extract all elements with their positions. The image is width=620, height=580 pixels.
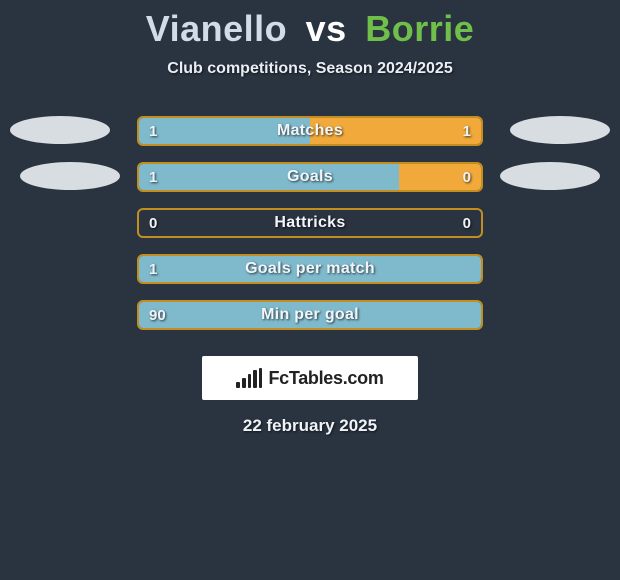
stat-value-right [461, 302, 481, 328]
stat-row: Hattricks0 0 [0, 200, 620, 246]
player1-name: Vianello [146, 8, 287, 49]
stat-label: Goals [139, 164, 481, 190]
stat-label: Min per goal [139, 302, 481, 328]
stats-container: Matches11Goals10Hattricks00Goals per mat… [0, 108, 620, 338]
subtitle: Club competitions, Season 2024/2025 [0, 60, 620, 78]
stat-value-left: 0 [139, 210, 167, 236]
placeholder-ellipse [510, 116, 610, 144]
stat-bar: Min per goal90 [137, 300, 483, 330]
vs-text: vs [306, 8, 347, 49]
placeholder-ellipse [500, 162, 600, 190]
stat-value-left: 90 [139, 302, 176, 328]
stat-value-left: 1 [139, 164, 167, 190]
stat-label: Matches [139, 118, 481, 144]
stat-value-right [461, 256, 481, 282]
player2-name: Borrie [365, 8, 474, 49]
stat-label: Goals per match [139, 256, 481, 282]
stat-row: Min per goal90 [0, 292, 620, 338]
stat-bar: Hattricks0 0 [137, 208, 483, 238]
stat-value-right: 0 [453, 164, 481, 190]
barchart-icon [236, 368, 262, 388]
stat-value-right: 1 [453, 118, 481, 144]
date-text: 22 february 2025 [0, 416, 620, 436]
placeholder-ellipse [10, 116, 110, 144]
stat-value-left: 1 [139, 256, 167, 282]
page-title: Vianello vs Borrie [0, 0, 620, 50]
stat-row: Goals per match1 [0, 246, 620, 292]
stat-label: Hattricks [139, 210, 481, 236]
stat-bar: Matches1 1 [137, 116, 483, 146]
placeholder-ellipse [20, 162, 120, 190]
stat-value-left: 1 [139, 118, 167, 144]
logo-text: FcTables.com [268, 368, 383, 389]
stat-bar: Goals per match1 [137, 254, 483, 284]
stat-bar: Goals1 0 [137, 162, 483, 192]
logo-box: FcTables.com [202, 356, 418, 400]
stat-value-right: 0 [453, 210, 481, 236]
